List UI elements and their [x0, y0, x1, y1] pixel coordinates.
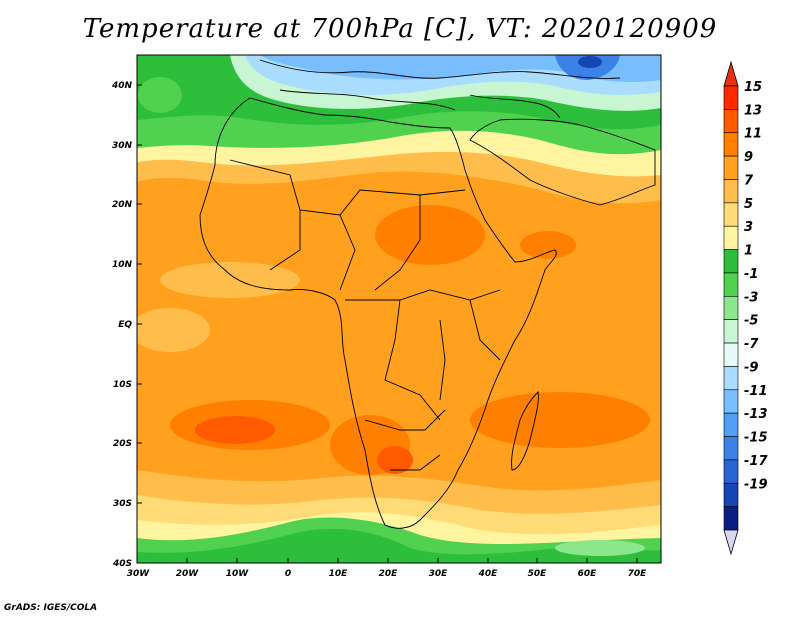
colorbar-swatch: [723, 296, 739, 320]
colorbar-label: -11: [744, 384, 768, 399]
colorbar-label: -17: [744, 454, 768, 469]
temperature-field: [137, 55, 661, 563]
colorbar-label: -9: [744, 360, 758, 375]
colorbar-swatch: [723, 272, 739, 297]
map-frame: [136, 54, 662, 564]
lat-label: 20S: [113, 439, 132, 449]
lon-label: 20W: [176, 569, 200, 579]
lat-label: 40S: [112, 559, 132, 569]
lon-label: 0: [285, 569, 291, 579]
lon-label: 10W: [226, 569, 250, 579]
colorbar-label: 13: [744, 103, 762, 118]
colorbar-swatch: [723, 366, 739, 391]
colorbar-swatch: [723, 506, 739, 531]
lat-label: 30S: [113, 499, 132, 509]
lat-label: 20N: [112, 200, 133, 210]
colorbar-label: -19: [744, 477, 768, 492]
colorbar-swatch: [723, 482, 739, 507]
map-title: Temperature at 700hPa [C], VT: 202012090…: [82, 14, 718, 44]
colorbar-bottom-arrow: [723, 529, 739, 556]
lat-label: 10S: [113, 380, 132, 390]
colorbar-label: -15: [744, 431, 768, 446]
colorbar-swatch: [723, 389, 739, 414]
colorbar-label: 5: [744, 197, 753, 212]
lon-label: 30W: [127, 569, 151, 579]
lat-label: 10N: [112, 260, 133, 270]
lon-label: 60E: [578, 569, 598, 579]
colorbar: 15 13 11 9 7 5 3 1 -1 -3 -5 -7 -9 -11 -13 -15 -17 -19: [723, 60, 768, 556]
lon-label: 50E: [528, 569, 548, 579]
colorbar-swatch: [723, 225, 739, 250]
credit-text: GrADS: IGES/COLA: [4, 603, 98, 613]
colorbar-label: 15: [744, 80, 762, 95]
colorbar-label: -13: [744, 407, 768, 422]
colorbar-swatch: [723, 342, 739, 367]
lon-axis: 30W 20W 10W 0 10E 20E 30E 40E 50E 60E 70…: [127, 558, 647, 579]
colorbar-label: 3: [744, 220, 753, 235]
coastlines-borders: [199, 59, 656, 529]
colorbar-label: 9: [744, 150, 753, 165]
lon-label: 10E: [329, 569, 349, 579]
colorbar-swatch: [723, 249, 739, 274]
colorbar-label: -5: [744, 314, 758, 329]
colorbar-swatch: [723, 155, 739, 180]
lat-label: EQ: [118, 320, 132, 330]
colorbar-label: -7: [744, 337, 759, 352]
colorbar-label: -3: [744, 290, 758, 305]
colorbar-swatch: [723, 179, 739, 204]
colorbar-swatch: [723, 459, 739, 484]
colorbar-label: 1: [744, 244, 753, 259]
colorbar-swatch: [723, 202, 739, 227]
lon-label: 20E: [379, 569, 399, 579]
lat-label: 30N: [112, 141, 133, 151]
colorbar-swatch: [723, 319, 739, 344]
colorbar-swatch: [723, 412, 739, 437]
colorbar-label: 7: [744, 173, 754, 188]
lon-label: 70E: [628, 569, 648, 579]
colorbar-swatch: [723, 85, 739, 110]
lat-label: 40N: [111, 81, 133, 91]
lat-axis: 40N 30N 20N 10N EQ 10S 20S 30S 40S: [111, 81, 142, 569]
lon-label: 40E: [478, 569, 499, 579]
colorbar-swatch: [723, 436, 739, 461]
colorbar-top-arrow: [723, 60, 739, 87]
colorbar-label: 11: [744, 127, 762, 142]
lon-label: 30E: [429, 569, 449, 579]
colorbar-label: -1: [744, 267, 758, 282]
colorbar-swatch: [723, 109, 739, 134]
colorbar-swatch: [723, 132, 739, 157]
